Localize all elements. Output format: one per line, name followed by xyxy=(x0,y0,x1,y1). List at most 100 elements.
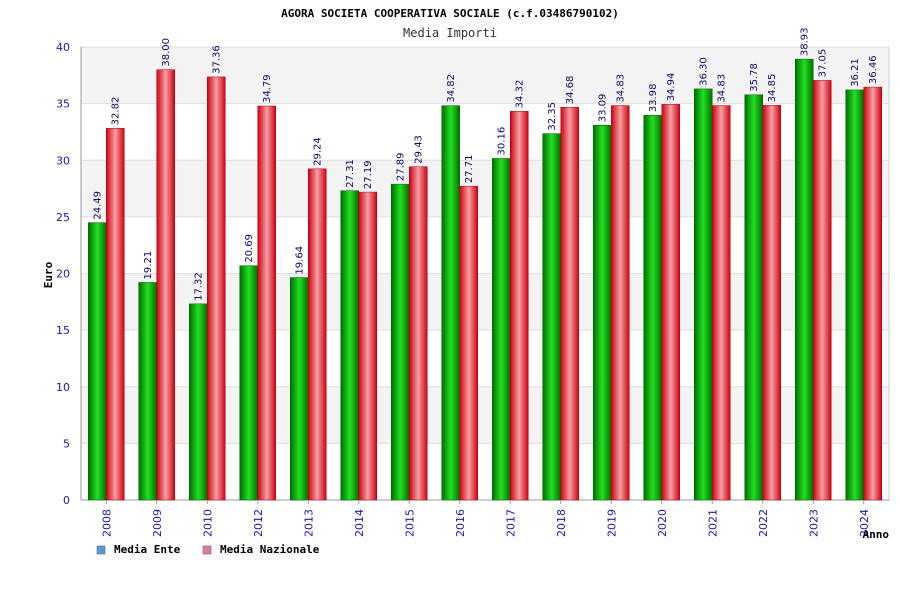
bar-media-ente-2018 xyxy=(542,133,561,501)
value-label-media-ente-2019: 33.09 xyxy=(598,94,609,123)
x-tick-label-2012: 2012 xyxy=(252,509,265,537)
bar-media-nazionale-2012 xyxy=(257,105,276,501)
x-axis-ticks: 2008 2009 2010 2012 2013 2014 2015 2016 2017 2018… xyxy=(100,500,871,537)
bar-media-nazionale-2010 xyxy=(207,76,226,501)
bar-media-nazionale-2013 xyxy=(308,168,327,501)
value-label-media-ente-2008: 24.49 xyxy=(93,191,104,220)
bar-media-nazionale-2024 xyxy=(863,86,882,501)
x-tick-label-2009: 2009 xyxy=(151,509,164,537)
bar-media-nazionale-2015 xyxy=(409,166,428,501)
x-tick-label-2013: 2013 xyxy=(302,509,315,537)
value-label-media-ente-2021: 36.30 xyxy=(699,57,710,86)
y-tick-label: 35 xyxy=(56,98,70,111)
x-tick-label-2017: 2017 xyxy=(504,509,517,537)
bar-media-ente-2017 xyxy=(492,158,511,501)
legend-label-media-ente: Media Ente xyxy=(114,543,181,556)
bar-media-ente-2021 xyxy=(694,88,713,501)
y-tick-label: 15 xyxy=(56,324,70,337)
bar-media-nazionale-2019 xyxy=(611,105,630,501)
bar-media-nazionale-2020 xyxy=(661,104,680,501)
y-tick-label: 5 xyxy=(63,437,70,450)
bar-media-ente-2016 xyxy=(441,105,460,501)
value-label-media-ente-2022: 35.78 xyxy=(749,63,760,92)
bar-media-nazionale-2009 xyxy=(156,69,175,501)
y-tick-label: 40 xyxy=(56,41,70,54)
value-label-media-ente-2013: 19.64 xyxy=(295,246,306,275)
legend-swatch-media-nazionale xyxy=(202,545,212,555)
bar-media-ente-2015 xyxy=(391,183,410,501)
value-label-media-nazionale-2021: 34.83 xyxy=(717,74,728,103)
y-axis-label: Euro xyxy=(42,261,55,288)
legend-swatch-media-ente xyxy=(96,545,106,555)
bar-media-ente-2009 xyxy=(138,282,157,501)
value-label-media-ente-2010: 17.32 xyxy=(194,272,205,301)
bar-media-nazionale-2018 xyxy=(560,106,579,501)
value-label-media-nazionale-2023: 37.05 xyxy=(818,49,829,78)
y-tick-label: 0 xyxy=(63,494,70,507)
value-label-media-ente-2020: 33.98 xyxy=(648,84,659,113)
value-label-media-ente-2009: 19.21 xyxy=(143,251,154,280)
value-label-media-nazionale-2015: 29.43 xyxy=(414,135,425,164)
x-tick-label-2014: 2014 xyxy=(353,509,366,537)
y-axis-ticks: 0 5 10 15 20 25 30 35 40 xyxy=(56,41,70,507)
bar-media-nazionale-2016 xyxy=(459,185,478,501)
x-tick-label-2008: 2008 xyxy=(100,509,113,537)
x-tick-label-2016: 2016 xyxy=(454,509,467,537)
value-label-media-ente-2016: 34.82 xyxy=(446,74,457,103)
x-tick-label-2020: 2020 xyxy=(656,509,669,537)
bar-media-nazionale-2008 xyxy=(106,128,125,501)
value-label-media-nazionale-2012: 34.79 xyxy=(262,74,273,103)
y-tick-label: 20 xyxy=(56,268,70,281)
bar-media-nazionale-2014 xyxy=(358,191,377,501)
value-label-media-nazionale-2019: 34.83 xyxy=(616,74,627,103)
value-label-media-nazionale-2013: 29.24 xyxy=(313,137,324,166)
x-axis-label: Anno xyxy=(863,528,890,541)
chart-subtitle: Media Importi xyxy=(403,26,497,40)
x-tick-label-2021: 2021 xyxy=(706,509,719,537)
x-tick-label-2010: 2010 xyxy=(201,509,214,537)
x-tick-label-2018: 2018 xyxy=(555,509,568,537)
x-tick-label-2015: 2015 xyxy=(403,509,416,537)
bar-media-ente-2022 xyxy=(744,94,763,501)
value-label-media-ente-2015: 27.89 xyxy=(396,153,407,182)
bar-media-nazionale-2022 xyxy=(762,105,781,501)
value-label-media-ente-2017: 30.16 xyxy=(497,127,508,156)
value-label-media-ente-2024: 36.21 xyxy=(850,58,861,87)
bar-media-ente-2019 xyxy=(593,125,612,501)
value-label-media-ente-2023: 38.93 xyxy=(800,27,811,56)
value-label-media-nazionale-2022: 34.85 xyxy=(767,74,778,103)
bar-media-ente-2008 xyxy=(88,222,107,501)
value-labels: 24.49 32.82 19.21 38.00 17.32 37.36 20.69 34.79… xyxy=(93,27,880,300)
bar-media-nazionale-2017 xyxy=(510,111,529,501)
value-label-media-nazionale-2024: 36.46 xyxy=(868,55,879,84)
y-tick-label: 10 xyxy=(56,381,70,394)
bar-media-ente-2010 xyxy=(189,303,208,501)
y-tick-label: 30 xyxy=(56,154,70,167)
bar-media-ente-2013 xyxy=(290,277,309,501)
x-tick-label-2023: 2023 xyxy=(807,509,820,537)
bars xyxy=(88,58,882,501)
legend: Media Ente Media Nazionale xyxy=(96,543,320,556)
value-label-media-nazionale-2018: 34.68 xyxy=(565,76,576,105)
value-label-media-ente-2012: 20.69 xyxy=(244,234,255,263)
bar-media-ente-2012 xyxy=(239,265,258,501)
value-label-media-ente-2014: 27.31 xyxy=(345,159,356,188)
bar-media-ente-2024 xyxy=(845,89,864,501)
chart-title: AGORA SOCIETA COOPERATIVA SOCIALE (c.f.0… xyxy=(281,7,619,20)
y-tick-label: 25 xyxy=(56,211,70,224)
legend-label-media-nazionale: Media Nazionale xyxy=(220,543,320,556)
x-tick-label-2019: 2019 xyxy=(605,509,618,537)
value-label-media-nazionale-2010: 37.36 xyxy=(212,45,223,74)
value-label-media-nazionale-2008: 32.82 xyxy=(111,97,122,126)
bar-media-nazionale-2023 xyxy=(813,80,832,501)
value-label-media-nazionale-2020: 34.94 xyxy=(666,73,677,102)
x-tick-label-2024: 2024 xyxy=(858,509,871,537)
x-tick-label-2022: 2022 xyxy=(757,509,770,537)
bar-media-ente-2023 xyxy=(795,58,814,501)
value-label-media-ente-2018: 32.35 xyxy=(547,102,558,131)
value-label-media-nazionale-2017: 34.32 xyxy=(515,80,526,109)
value-label-media-nazionale-2014: 27.19 xyxy=(363,160,374,189)
value-label-media-nazionale-2009: 38.00 xyxy=(161,38,172,67)
bar-media-nazionale-2021 xyxy=(712,105,731,501)
